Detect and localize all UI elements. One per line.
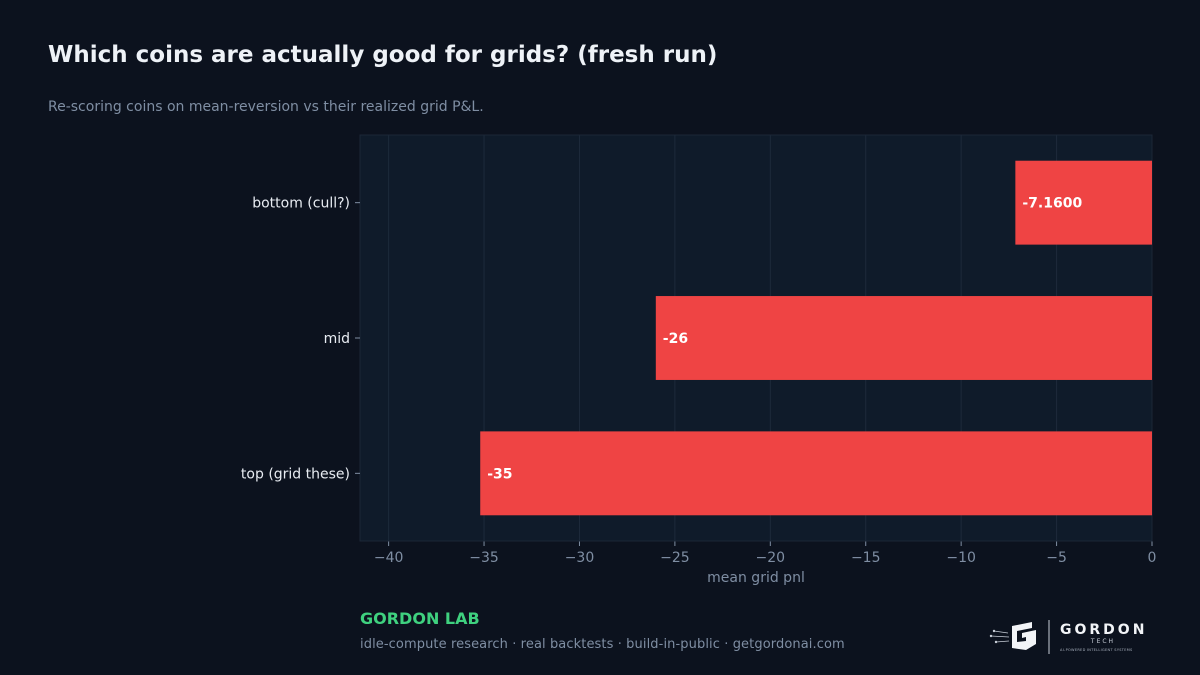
brand-tagline: idle-compute research · real backtests ·… [360, 637, 845, 652]
bar-data-label: -35 [487, 466, 512, 482]
chart-subtitle: Re-scoring coins on mean-reversion vs th… [48, 99, 484, 115]
brand-name: GORDON LAB [360, 609, 480, 628]
x-tick-label: −25 [660, 550, 690, 566]
x-tick-label: −20 [756, 550, 786, 566]
logo-tagline: AI-POWERED INTELLIGENT SYSTEMS [1060, 648, 1133, 652]
category-label: mid [324, 331, 350, 347]
x-tick-label: −30 [565, 550, 595, 566]
x-tick-label: −10 [946, 550, 976, 566]
gordon-tech-logo: GORDON TECH AI-POWERED INTELLIGENT SYSTE… [988, 618, 1153, 658]
x-tick-label: −35 [469, 550, 499, 566]
bar-chart: −40 −35 −30 −25 −20 −15 −10 −5 0 -7.1600 bottom (c… [241, 134, 1157, 586]
bar [480, 431, 1152, 516]
bar-data-label: -7.1600 [1022, 196, 1082, 212]
x-tick-label: −15 [851, 550, 881, 566]
logo-subtext: TECH [1090, 638, 1116, 645]
gordon-g-logo-icon [989, 620, 1050, 654]
category-label: bottom (cull?) [252, 196, 350, 212]
chart-title: Which coins are actually good for grids?… [48, 42, 718, 68]
bar [655, 296, 1152, 380]
category-label: top (grid these) [241, 466, 350, 482]
bar [1015, 160, 1152, 245]
x-axis-label: mean grid pnl [707, 570, 805, 586]
x-tick-label: −5 [1046, 550, 1067, 566]
logo-wordmark: GORDON [1060, 622, 1148, 638]
bar-data-label: -26 [663, 331, 688, 347]
x-tick-label: 0 [1148, 550, 1157, 566]
x-tick-label: −40 [374, 550, 404, 566]
